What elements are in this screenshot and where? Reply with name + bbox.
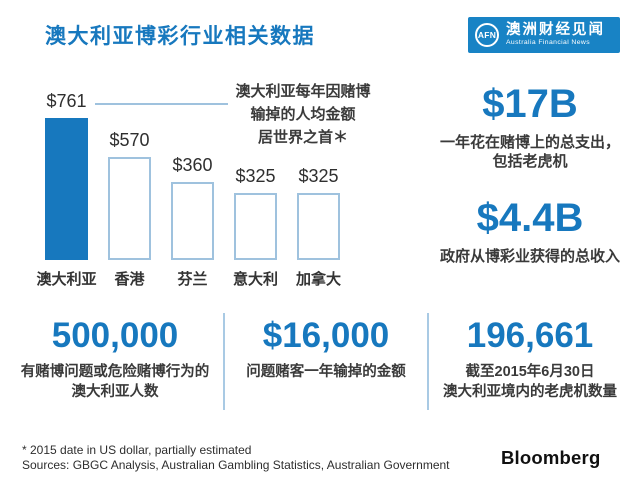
chart-bar-3 <box>171 182 214 260</box>
bar-category-label: 意大利 <box>232 271 279 288</box>
afn-logo-icon: AFN <box>475 23 499 47</box>
chart-bar-5 <box>297 193 340 260</box>
afn-logo: AFN 澳洲财经见闻 Australia Financial News <box>468 17 620 53</box>
per-capita-loss-bar-chart: 澳大利亚每年因赌博 输掉的人均金额 居世界之首＊ $761 澳大利亚 $570 香港 $… <box>36 80 403 288</box>
stat-description: 有赌博问题或危险赌博行为的 澳大利亚人数 <box>20 364 210 400</box>
bar-category-label: 加拿大 <box>295 271 342 288</box>
stat-government-revenue: $4.4B 政府从博彩业获得的总收入 <box>432 196 628 266</box>
bar-value-label: $761 <box>46 91 87 111</box>
bar-category-label: 芬兰 <box>177 271 208 288</box>
chart-bar-4 <box>234 193 277 260</box>
chart-bar-1 <box>45 118 88 260</box>
page-title: 澳大利亚博彩行业相关数据 <box>45 25 315 48</box>
bar-value-label: $360 <box>172 155 213 175</box>
stat-problem-gambler-annual-loss: $16,000 问题赌客一年输掉的金额 <box>228 317 424 382</box>
stat-value: $4.4B <box>476 196 584 240</box>
stat-description: 政府从博彩业获得的总收入 <box>439 248 620 265</box>
chart-annotation-line: 澳大利亚每年因赌博 <box>235 83 371 100</box>
afn-logo-text: 澳洲财经见闻 Australia Financial News <box>506 23 605 47</box>
chart-annotation: 澳大利亚每年因赌博 输掉的人均金额 居世界之首＊ <box>203 80 403 149</box>
chart-annotation-line: 居世界之首＊ <box>257 129 348 146</box>
stat-problem-gamblers-count: 500,000 有赌博问题或危险赌博行为的 澳大利亚人数 <box>10 317 220 402</box>
footnote-sources: Sources: GBGC Analysis, Australian Gambl… <box>22 458 450 472</box>
bar-value-label: $325 <box>298 166 339 186</box>
stat-description: 一年花在赌博上的总支出， 包括老虎机 <box>439 134 620 170</box>
footnote-asterisk: * 2015 date in US dollar, partially esti… <box>22 443 252 457</box>
bar-category-label: 香港 <box>114 271 145 288</box>
stat-value: $17B <box>482 82 578 126</box>
stat-description: 截至2015年6月30日 澳大利亚境内的老虎机数量 <box>443 364 617 400</box>
bloomberg-logo: Bloomberg <box>501 447 601 468</box>
stat-value: 500,000 <box>51 316 179 355</box>
vertical-divider <box>427 313 429 410</box>
annotation-connector-line <box>95 103 228 105</box>
chart-bar-2 <box>108 157 151 260</box>
stat-total-gambling-spend: $17B 一年花在赌博上的总支出， 包括老虎机 <box>432 82 628 171</box>
stat-value: 196,661 <box>466 316 594 355</box>
vertical-divider <box>223 313 225 410</box>
footnotes: * 2015 date in US dollar, partially esti… <box>22 443 450 473</box>
afn-logo-name-en: Australia Financial News <box>506 39 591 47</box>
afn-logo-name-cn: 澳洲财经见闻 <box>506 21 605 38</box>
stat-pokie-machines-count: 196,661 截至2015年6月30日 澳大利亚境内的老虎机数量 <box>432 317 628 402</box>
bar-value-label: $325 <box>235 166 276 186</box>
stat-description: 问题赌客一年输掉的金额 <box>246 364 406 380</box>
bar-category-label: 澳大利亚 <box>36 271 97 288</box>
bar-value-label: $570 <box>109 130 150 150</box>
chart-annotation-line: 输掉的人均金额 <box>250 106 356 123</box>
stat-value: $16,000 <box>262 316 390 355</box>
